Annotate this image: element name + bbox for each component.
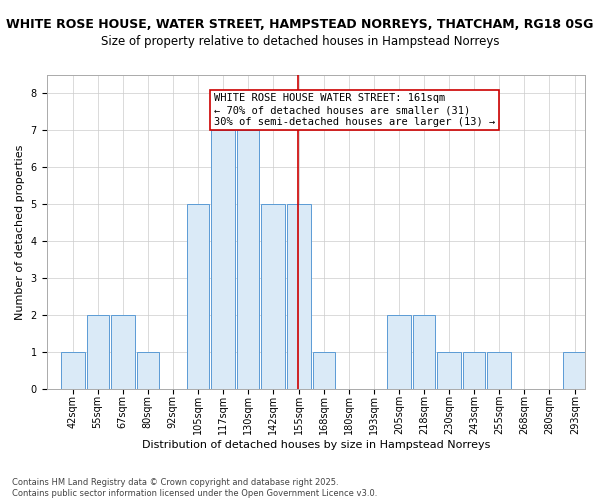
Bar (463, 352, 485, 389)
Bar (137, 352, 158, 389)
Bar (563, 352, 587, 389)
Y-axis label: Number of detached properties: Number of detached properties (15, 144, 25, 320)
Bar (236, 130, 259, 388)
Bar (187, 204, 209, 388)
Bar (313, 352, 335, 389)
Bar (287, 204, 311, 388)
Text: Size of property relative to detached houses in Hampstead Norreys: Size of property relative to detached ho… (101, 35, 499, 48)
Text: WHITE ROSE HOUSE, WATER STREET, HAMPSTEAD NORREYS, THATCHAM, RG18 0SG: WHITE ROSE HOUSE, WATER STREET, HAMPSTEA… (7, 18, 593, 30)
Text: WHITE ROSE HOUSE WATER STREET: 161sqm
← 70% of detached houses are smaller (31)
: WHITE ROSE HOUSE WATER STREET: 161sqm ← … (214, 94, 495, 126)
Bar (61, 352, 85, 389)
Text: Contains HM Land Registry data © Crown copyright and database right 2025.
Contai: Contains HM Land Registry data © Crown c… (12, 478, 377, 498)
Bar (211, 130, 235, 388)
Bar (387, 315, 411, 388)
Bar (261, 204, 284, 388)
X-axis label: Distribution of detached houses by size in Hampstead Norreys: Distribution of detached houses by size … (142, 440, 490, 450)
Bar (86, 315, 109, 388)
Bar (413, 315, 435, 388)
Bar (437, 352, 461, 389)
Bar (110, 315, 134, 388)
Bar (487, 352, 511, 389)
